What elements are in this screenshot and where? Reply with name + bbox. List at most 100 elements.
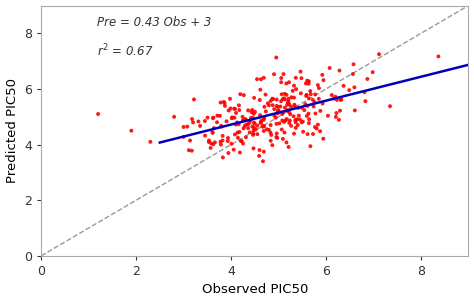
Point [273, 136, 281, 140]
Point [267, 130, 274, 135]
Point [227, 106, 234, 111]
Point [260, 124, 268, 129]
Point [274, 104, 282, 109]
Point [312, 111, 319, 116]
Point [283, 102, 291, 107]
Point [299, 119, 307, 124]
Point [242, 117, 250, 122]
Point [304, 132, 311, 137]
Point [333, 98, 341, 102]
Point [273, 104, 281, 108]
Point [259, 124, 266, 129]
Point [290, 83, 298, 88]
Point [224, 139, 231, 143]
Point [336, 68, 343, 73]
Point [186, 138, 194, 143]
Point [317, 108, 324, 113]
Point [262, 92, 269, 97]
Point [293, 117, 301, 122]
Point [285, 80, 293, 85]
Point [241, 117, 249, 122]
Point [250, 125, 258, 130]
Point [264, 101, 272, 106]
Point [326, 66, 333, 70]
Point [285, 120, 293, 125]
Point [263, 127, 271, 132]
Point [267, 123, 274, 127]
Point [246, 130, 254, 135]
Point [248, 108, 256, 112]
Point [208, 141, 215, 146]
Point [257, 77, 264, 82]
Point [185, 148, 192, 153]
Point [250, 95, 258, 100]
X-axis label: Observed PIC50: Observed PIC50 [201, 284, 308, 297]
Point [232, 122, 239, 127]
Point [220, 100, 228, 104]
Point [188, 117, 196, 121]
Point [303, 92, 310, 97]
Point [254, 123, 261, 128]
Point [267, 133, 275, 137]
Point [292, 118, 299, 123]
Point [305, 111, 312, 116]
Point [128, 128, 135, 133]
Point [284, 108, 292, 112]
Point [283, 92, 290, 97]
Point [285, 145, 292, 149]
Point [260, 76, 267, 80]
Point [284, 99, 292, 104]
Point [296, 117, 304, 122]
Point [290, 95, 298, 100]
Point [278, 92, 285, 97]
Point [297, 69, 304, 74]
Point [281, 97, 289, 102]
Point [271, 107, 278, 111]
Point [255, 153, 263, 158]
Point [319, 136, 327, 141]
Point [281, 92, 289, 96]
Point [337, 97, 345, 102]
Point [435, 54, 442, 59]
Point [238, 139, 246, 143]
Point [336, 108, 344, 113]
Point [219, 138, 226, 143]
Point [283, 140, 290, 145]
Point [235, 103, 243, 108]
Point [257, 120, 265, 125]
Point [284, 108, 292, 113]
Point [292, 76, 300, 80]
Point [286, 112, 294, 117]
Point [269, 103, 276, 108]
Point [242, 117, 249, 122]
Point [217, 142, 225, 147]
Point [265, 127, 273, 132]
Point [275, 121, 283, 126]
Point [170, 114, 178, 119]
Point [305, 121, 313, 126]
Point [299, 129, 307, 134]
Point [196, 124, 204, 128]
Point [311, 92, 319, 97]
Point [249, 116, 257, 120]
Point [248, 110, 255, 114]
Point [332, 114, 340, 119]
Point [180, 124, 187, 129]
Point [280, 72, 287, 76]
Point [260, 149, 267, 154]
Point [259, 159, 267, 164]
Point [314, 83, 322, 88]
Point [273, 97, 281, 102]
Point [298, 105, 306, 110]
Point [275, 108, 283, 113]
Point [267, 138, 274, 143]
Point [273, 131, 281, 136]
Point [309, 132, 317, 137]
Point [306, 89, 314, 94]
Point [284, 100, 292, 105]
Point [362, 99, 369, 104]
Point [224, 136, 232, 140]
Point [273, 55, 280, 60]
Point [205, 140, 213, 144]
Point [219, 133, 227, 138]
